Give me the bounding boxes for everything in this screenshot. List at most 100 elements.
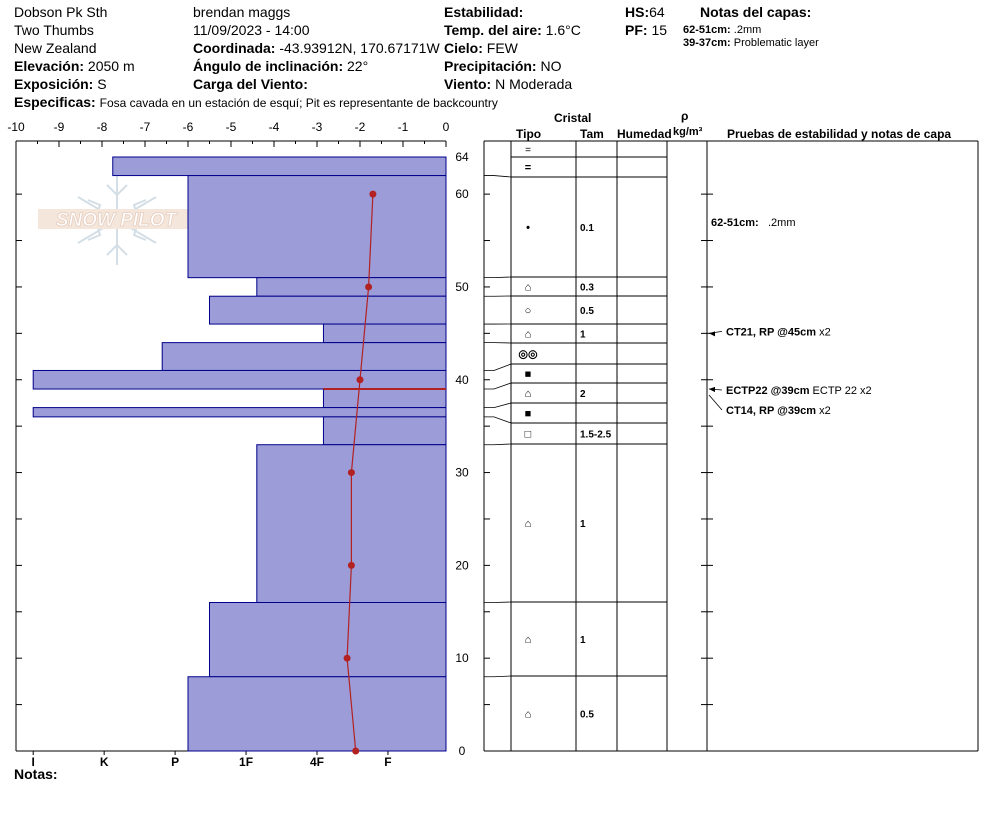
- wind-load: Carga del Viento:: [193, 76, 308, 92]
- crystal-size: 0.5: [580, 306, 594, 317]
- crystal-type-symbol: ■: [525, 369, 532, 381]
- temp-tick-label: -4: [269, 120, 280, 134]
- aspect: Exposición: S: [14, 76, 107, 92]
- temperature-point: [347, 561, 355, 569]
- hardness-tick-label: I: [32, 755, 35, 769]
- hardness-tick-label: F: [384, 755, 391, 769]
- specifics: Especificas: Fosa cavada en un estación …: [14, 94, 498, 111]
- crystal-size: 1: [580, 330, 586, 341]
- elevation-label: Elevación:: [14, 58, 85, 74]
- coord-value: -43.93912N, 170.67171W: [279, 40, 440, 56]
- wind: Viento: N Moderada: [444, 76, 572, 92]
- stability-label: Estabilidad:: [444, 4, 524, 20]
- elevation: Elevación: 2050 m: [14, 58, 135, 74]
- test-pointer: [708, 394, 723, 411]
- layer-note-1: 62-51cm: .2mm: [683, 24, 761, 36]
- crystal-size: 2: [580, 389, 586, 400]
- temp-tick-label: 0: [443, 120, 450, 134]
- layer-connector: [484, 382, 512, 390]
- depth-tick-label: 20: [455, 558, 469, 572]
- col-humidity: Humedad: [617, 127, 672, 141]
- temp-tick-label: -10: [7, 120, 25, 134]
- crystal-type-symbol: ⌂: [525, 388, 532, 400]
- layer-note-1-range: 62-51cm:: [683, 24, 731, 36]
- crystal-type-symbol: ⌂: [525, 282, 532, 294]
- crystal-size: 0.1: [580, 223, 594, 234]
- depth-tick-label: 40: [455, 373, 469, 387]
- test-arrow-icon: [709, 387, 715, 393]
- slope-value: 22°: [347, 58, 369, 74]
- col-size: Tam: [580, 127, 604, 141]
- hardness-bar-layer-4: [209, 295, 447, 325]
- temp-tick-label: -1: [398, 120, 409, 134]
- layer-connector: [484, 363, 512, 371]
- layer-notes-title: Notas del capas:: [700, 4, 812, 20]
- crystal-size: 0.5: [580, 710, 594, 721]
- layer-connector: [484, 402, 512, 408]
- precip-value: NO: [540, 58, 562, 74]
- crystal-size: 1: [580, 635, 586, 646]
- hardness-tick-label: 4F: [310, 755, 324, 769]
- specifics-value: Fosa cavada en un estación de esquí; Pit…: [99, 96, 498, 110]
- layer-note-2-text: Problematic layer: [733, 37, 819, 49]
- sub-location: Two Thumbs: [14, 22, 94, 38]
- temp-tick-label: -2: [355, 120, 366, 134]
- stability-test-label: CT21, RP @45cm x2: [726, 326, 831, 338]
- crystal-size: 0.3: [580, 283, 594, 294]
- temp-tick-label: -9: [54, 120, 65, 134]
- hs-label: HS:: [625, 4, 650, 20]
- snowflake-icon: [77, 175, 157, 265]
- hs-value: 64: [649, 4, 665, 20]
- depth-tick-label: 30: [455, 466, 469, 480]
- col-density-unit: kg/m³: [673, 126, 703, 138]
- hardness-bar-layer-5: [322, 323, 447, 344]
- layer-connector: [484, 276, 512, 279]
- hardness-tick-label: K: [100, 755, 109, 769]
- wind-label: Viento:: [444, 76, 492, 92]
- crystal-type-symbol: □: [525, 429, 532, 441]
- col-tests: Pruebas de estabilidad y notas de capa: [727, 127, 952, 141]
- crystal-type-symbol: =: [525, 162, 531, 174]
- layer-note-text: .2mm: [768, 217, 796, 229]
- coordinates: Coordinada: -43.93912N, 170.67171W: [193, 40, 440, 56]
- hardness-bar-layer-9: [32, 407, 447, 418]
- layer-connector: [484, 601, 512, 603]
- temperature-point: [356, 376, 364, 384]
- hardness-bar-layer-2: [187, 175, 447, 279]
- crystal-type-symbol: ■: [525, 408, 532, 420]
- wind-value: N Moderada: [495, 76, 573, 92]
- air-temp-label: Temp. del aire:: [444, 22, 542, 38]
- temp-tick-label: -7: [140, 120, 151, 134]
- layer-connector: [484, 416, 512, 424]
- col-crystal: Cristal: [554, 111, 592, 125]
- observer: brendan maggs: [193, 4, 291, 20]
- hardness-bar-layer-1: [112, 156, 447, 177]
- precipitation: Precipitación: NO: [444, 58, 561, 74]
- crystal-size: 1.5-2.5: [580, 430, 612, 441]
- sky: Cielo: FEW: [444, 40, 518, 56]
- layer-note-2: 39-37cm: Problematic layer: [683, 37, 819, 49]
- temp-tick-label: -6: [183, 120, 194, 134]
- crystal-type-symbol: ⌂: [525, 329, 532, 341]
- layer-connector: [484, 175, 512, 178]
- hardness-bar-layer-12: [209, 602, 447, 678]
- temperature-point: [347, 469, 355, 477]
- depth-tick-label: 10: [455, 651, 469, 665]
- hardness-tick-label: P: [171, 755, 179, 769]
- coord-label: Coordinada:: [193, 40, 276, 56]
- snowpilot-logo: SNOW PILOT: [38, 175, 194, 265]
- logo-text: SNOW PILOT: [56, 210, 178, 231]
- depth-tick-label: 60: [455, 187, 469, 201]
- crystal-type-symbol: ⌂: [525, 709, 532, 721]
- col-rho: ρ: [681, 109, 689, 123]
- crystal-type-symbol: ○: [525, 305, 532, 317]
- col-type: Tipo: [516, 127, 542, 141]
- hardness-bar-layer-7: [32, 369, 447, 390]
- air-temp: Temp. del aire: 1.6°C: [444, 22, 581, 38]
- stability-test-label: CT14, RP @39cm x2: [726, 405, 831, 417]
- logo-band: [38, 209, 194, 229]
- layer-connector: [484, 443, 512, 446]
- depth-tick-label: 0: [459, 744, 466, 758]
- hardness-bar-layer-6: [161, 342, 447, 371]
